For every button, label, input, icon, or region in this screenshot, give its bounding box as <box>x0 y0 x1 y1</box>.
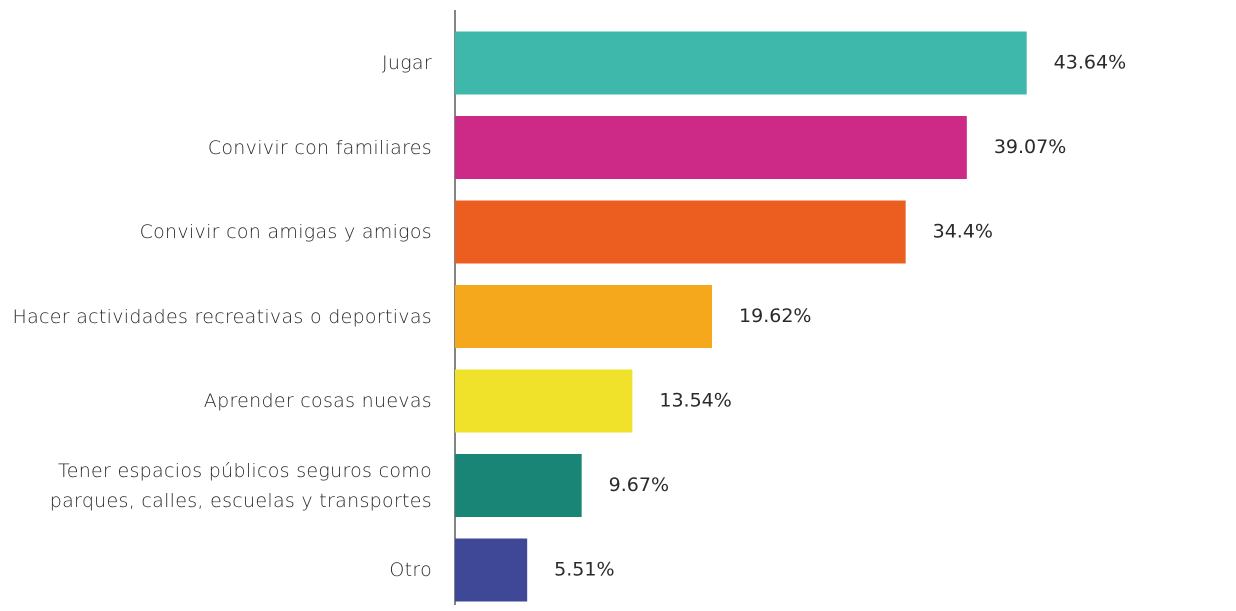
value-label: 19.62% <box>739 305 811 327</box>
value-label: 43.64% <box>1054 52 1126 74</box>
bar <box>455 285 713 348</box>
value-label: 39.07% <box>994 136 1066 158</box>
category-label: Hacer actividades recreativas o deportiv… <box>12 305 432 328</box>
value-label: 13.54% <box>659 390 731 412</box>
category-label: Tener espacios públicos seguros como par… <box>49 459 432 512</box>
category-label: Aprender cosas nuevas <box>203 390 432 412</box>
bar <box>455 369 633 433</box>
bar <box>455 200 906 264</box>
value-label: 9.67% <box>609 474 669 496</box>
value-label: 34.4% <box>933 221 993 243</box>
category-label: Otro <box>389 559 432 581</box>
category-label: Convivir con amigas y amigos <box>139 221 432 243</box>
bar <box>455 31 1027 95</box>
value-label: 5.51% <box>554 559 614 581</box>
bar <box>455 538 528 602</box>
bar <box>455 454 582 517</box>
category-label: Convivir con familiares <box>207 136 432 159</box>
bar <box>455 116 967 179</box>
category-label: Jugar <box>381 52 432 74</box>
